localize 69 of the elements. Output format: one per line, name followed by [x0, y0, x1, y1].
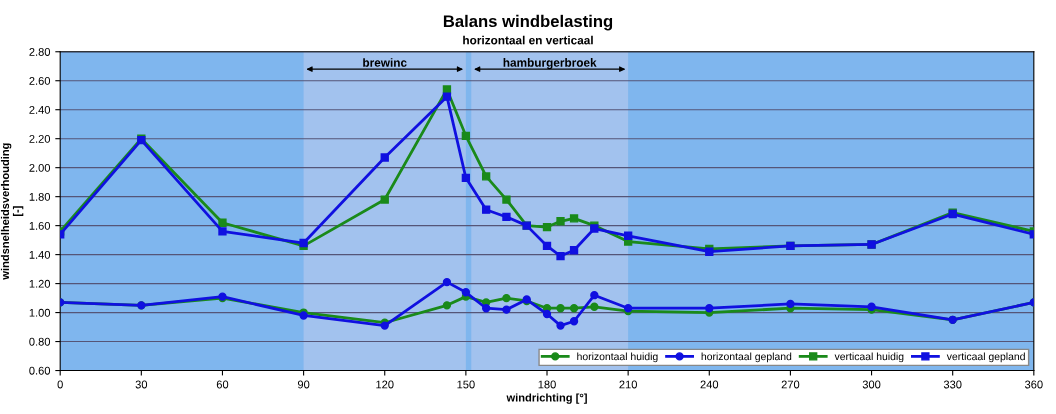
y-tick-label: 2.20 — [29, 134, 51, 143]
point — [461, 131, 471, 140]
y-tick-label: 1.60 — [29, 221, 51, 230]
point — [461, 288, 471, 297]
x-axis-title: windrichting [°] — [506, 393, 587, 404]
point — [218, 218, 227, 227]
y-tick-label: 2.40 — [29, 105, 51, 114]
point — [786, 299, 795, 309]
point — [481, 172, 491, 181]
legend-label: verticaal huidig — [834, 352, 904, 363]
x-tick-label: 210 — [619, 380, 637, 389]
point — [556, 251, 565, 261]
point — [481, 205, 491, 214]
y-tick-label: 1.40 — [29, 250, 51, 259]
point — [502, 305, 511, 314]
point — [442, 301, 452, 310]
x-tick-label: 150 — [457, 380, 475, 389]
y-tick-label: 2.00 — [29, 163, 51, 172]
point — [442, 277, 452, 287]
x-tick-label: 360 — [1024, 380, 1043, 389]
point — [590, 302, 599, 311]
y-tick-label: 1.80 — [29, 192, 51, 201]
y-tick-label: 2.80 — [29, 48, 51, 56]
point — [461, 173, 471, 182]
x-tick-label: 270 — [781, 380, 800, 389]
point — [542, 222, 552, 232]
point — [569, 304, 579, 313]
chart-subtitle: horizontaal en verticaal — [463, 35, 593, 45]
point — [481, 304, 491, 313]
x-tick-label: 330 — [943, 380, 962, 389]
point — [542, 309, 552, 319]
x-tick-label: 0 — [57, 380, 63, 389]
band-label: brewinc — [363, 58, 407, 67]
x-tick-label: 240 — [700, 380, 719, 389]
x-tick-label: 30 — [135, 380, 148, 389]
point — [556, 217, 565, 226]
chart-title: Balans windbelasting — [443, 14, 613, 31]
point — [502, 195, 511, 204]
legend-label: horizontaal gepland — [701, 352, 792, 363]
x-tick-label: 60 — [216, 380, 229, 389]
point — [556, 304, 565, 313]
point — [705, 304, 714, 313]
point — [442, 92, 452, 101]
point — [380, 195, 389, 204]
legend-label: verticaal gepland — [946, 352, 1025, 363]
y-tick-label: 1.20 — [29, 279, 51, 288]
y-tick-label: 0.80 — [29, 337, 51, 346]
x-tick-label: 90 — [297, 380, 310, 389]
point — [502, 212, 511, 222]
point — [380, 153, 389, 162]
y-tick-label: 1.00 — [29, 308, 51, 317]
x-tick-label: 120 — [376, 380, 394, 389]
point — [569, 246, 579, 255]
band-label: hamburgerbroek — [503, 58, 597, 70]
point — [542, 241, 552, 251]
point — [218, 227, 227, 236]
point — [502, 293, 511, 303]
point — [623, 231, 633, 240]
point — [556, 321, 565, 330]
point — [442, 85, 452, 94]
legend-label: horizontaal huidig — [577, 352, 658, 363]
x-tick-label: 180 — [538, 380, 556, 389]
y-tick-label: 0.60 — [29, 366, 51, 375]
point — [569, 317, 579, 326]
y-tick-label: 2.60 — [29, 77, 51, 85]
x-tick-label: 300 — [862, 380, 881, 389]
point — [590, 291, 599, 300]
y-axis-title: windsnelheidsverhouding [-] — [0, 143, 24, 280]
point — [569, 214, 579, 223]
